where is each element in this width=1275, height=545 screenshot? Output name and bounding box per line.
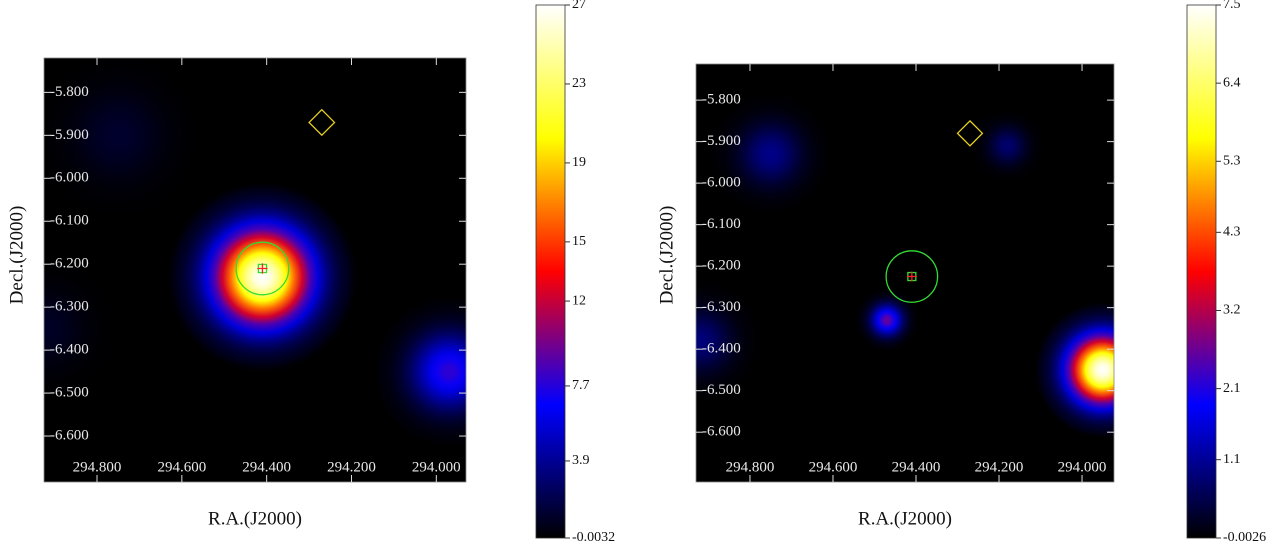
colorbar-tick-label: -0.0026 xyxy=(1223,530,1266,545)
y-tick-label: -6.400 xyxy=(50,342,89,358)
source-blob xyxy=(708,91,833,217)
x-axis-label: R.A.(J2000) xyxy=(858,508,952,529)
x-tick-label: 294.600 xyxy=(157,459,206,475)
colorbar xyxy=(1186,4,1217,539)
marker-diamond xyxy=(956,119,984,147)
plot-frame xyxy=(695,63,1115,483)
y-tick-label: -6.200 xyxy=(50,256,89,272)
colorbar-tick-label: 23 xyxy=(572,76,586,91)
marker-cross xyxy=(257,263,268,274)
y-tick-label: -6.600 xyxy=(50,427,89,443)
source-blob xyxy=(855,288,919,352)
colorbar-tick-label: 19 xyxy=(572,155,586,170)
marker-diamond xyxy=(308,108,336,137)
source-blob xyxy=(44,252,123,405)
y-tick-label: -6.100 xyxy=(702,216,741,232)
y-tick-label: -5.900 xyxy=(702,133,741,149)
source-blob xyxy=(1034,301,1114,439)
x-tick-label: 294.400 xyxy=(242,459,291,475)
y-tick-label: -6.100 xyxy=(50,213,89,229)
source-blob xyxy=(969,108,1045,184)
y-tick-label: -5.800 xyxy=(702,92,741,108)
source-blob xyxy=(696,278,763,404)
colorbar-tick-label: 7.5 xyxy=(1223,0,1241,12)
colorbar-tick-label: 1.1 xyxy=(1223,452,1241,467)
x-tick-label: 294.400 xyxy=(892,459,941,475)
x-tick-label: 294.000 xyxy=(1058,459,1107,475)
source-blob xyxy=(166,181,358,373)
x-axis-label: R.A.(J2000) xyxy=(208,508,302,529)
colorbar-tick-label: 4.3 xyxy=(1223,225,1241,240)
plot-frame xyxy=(43,57,467,483)
image-layer xyxy=(696,91,1114,439)
colorbar-tick-label: 12 xyxy=(572,293,586,308)
image-layer xyxy=(44,58,466,448)
colorbar-tick-label: 7.7 xyxy=(572,378,590,393)
colorbar-tick-label: 15 xyxy=(572,234,586,249)
colorbar-tick-label: 5.3 xyxy=(1223,154,1241,169)
x-tick-label: 294.000 xyxy=(412,459,461,475)
x-tick-label: 294.600 xyxy=(809,459,858,475)
y-tick-label: -6.300 xyxy=(50,299,89,315)
y-tick-label: -6.000 xyxy=(50,170,89,186)
y-tick-label: -6.600 xyxy=(702,424,741,440)
source-blob xyxy=(372,295,466,448)
y-tick-label: -6.500 xyxy=(50,385,89,401)
colorbar xyxy=(535,4,566,539)
marker-circle xyxy=(235,241,290,296)
marker-circle xyxy=(885,250,939,303)
source-blob xyxy=(44,58,208,225)
x-tick-label: 294.800 xyxy=(726,459,775,475)
colorbar-tick-label: -0.0032 xyxy=(572,530,615,545)
y-tick-label: -5.800 xyxy=(50,84,89,100)
colorbar-tick-label: 6.4 xyxy=(1223,75,1241,90)
marker-cross xyxy=(906,271,917,282)
colorbar-tick-label: 3.2 xyxy=(1223,303,1241,318)
y-tick-label: -6.000 xyxy=(702,175,741,191)
x-tick-label: 294.800 xyxy=(73,459,122,475)
y-tick-label: -6.300 xyxy=(702,299,741,315)
x-tick-label: 294.200 xyxy=(327,459,376,475)
y-tick-label: -5.900 xyxy=(50,127,89,143)
y-tick-label: -6.500 xyxy=(702,382,741,398)
y-axis-label: Decl.(J2000) xyxy=(6,206,27,305)
colorbar-tick-label: 2.1 xyxy=(1223,381,1241,396)
y-tick-label: -6.200 xyxy=(702,258,741,274)
colorbar-tick-label: 27 xyxy=(572,0,586,12)
colorbar-tick-label: 3.9 xyxy=(572,453,590,468)
y-tick-label: -6.400 xyxy=(702,341,741,357)
x-tick-label: 294.200 xyxy=(975,459,1024,475)
y-axis-label: Decl.(J2000) xyxy=(656,206,677,305)
